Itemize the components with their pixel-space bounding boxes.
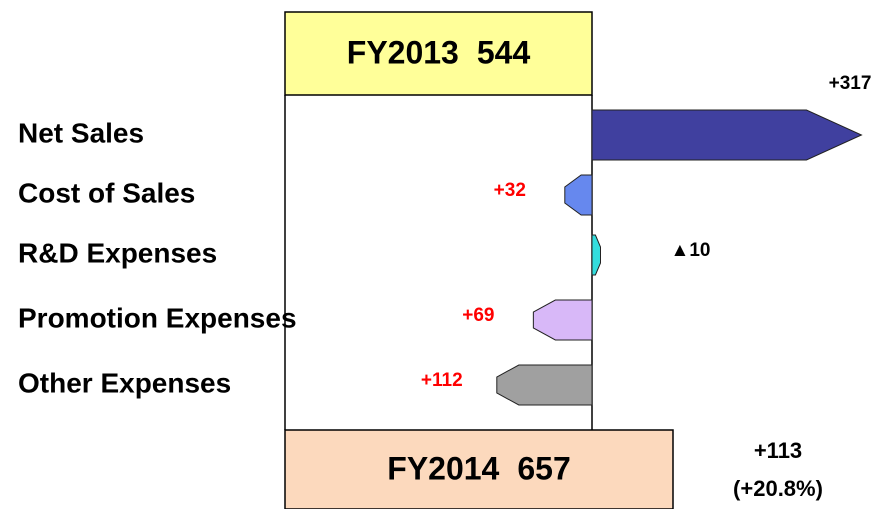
category-label: R&D Expenses [18,237,217,268]
arrow [564,174,593,216]
box-name: FY2014 [387,451,499,487]
arrow [591,234,601,276]
box-value: 544 [477,35,531,71]
category-label: Cost of Sales [18,177,195,208]
value-label: +69 [462,305,494,326]
category-label: Promotion Expenses [18,302,297,333]
value-label: ▲10 [671,240,711,261]
arrow [496,364,593,406]
end-box [284,429,674,509]
end-label: FY2014 657 [387,451,570,487]
value-label: +32 [494,180,526,201]
total-change-pct: (+20.8%) [733,476,823,501]
category-label: Other Expenses [18,367,231,398]
box-name: FY2013 [347,35,459,71]
category-label: Net Sales [18,117,144,148]
value-label: +112 [421,370,463,391]
box-value: 657 [517,451,570,487]
total-change: +113 [754,438,802,463]
start-box [284,11,593,96]
arrow [591,109,863,161]
start-label: FY2013 544 [347,35,531,71]
arrow [532,299,593,341]
value-label: +317 [829,73,872,94]
